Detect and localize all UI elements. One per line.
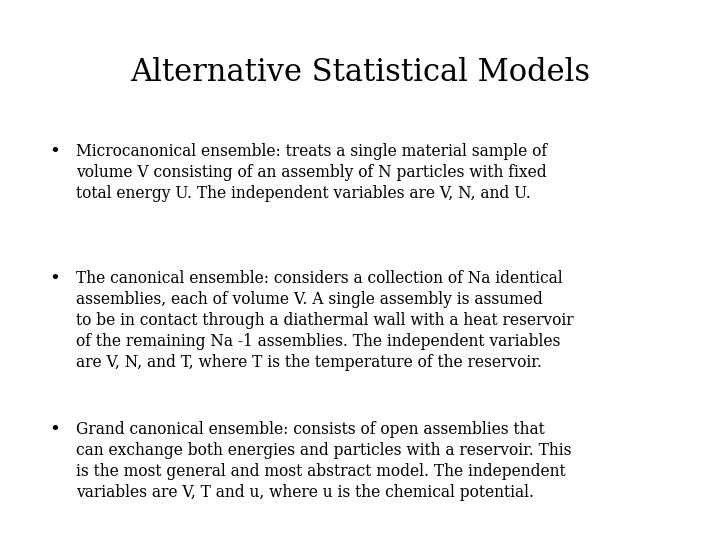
Text: Grand canonical ensemble: consists of open assemblies that
can exchange both ene: Grand canonical ensemble: consists of op… bbox=[76, 421, 571, 501]
Text: •: • bbox=[49, 270, 60, 288]
Text: Microcanonical ensemble: treats a single material sample of
volume V consisting : Microcanonical ensemble: treats a single… bbox=[76, 143, 546, 202]
Text: The canonical ensemble: considers a collection of Na identical
assemblies, each : The canonical ensemble: considers a coll… bbox=[76, 270, 573, 370]
Text: •: • bbox=[49, 143, 60, 161]
Text: Alternative Statistical Models: Alternative Statistical Models bbox=[130, 57, 590, 87]
Text: •: • bbox=[49, 421, 60, 439]
